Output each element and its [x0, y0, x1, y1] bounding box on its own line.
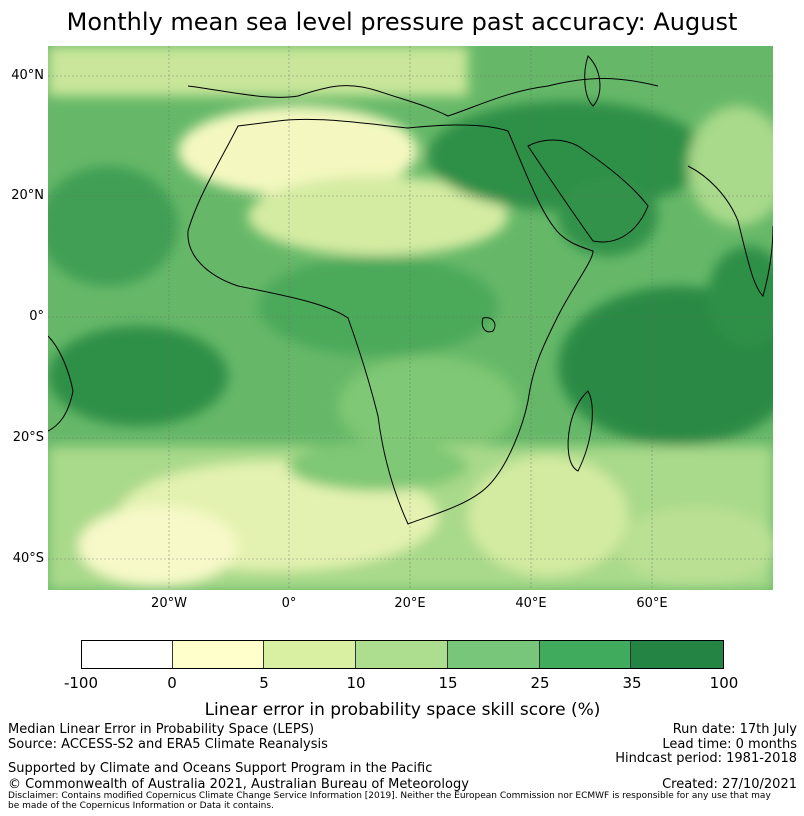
colorbar-tick: 0 — [167, 674, 177, 692]
colorbar-segment-4 — [356, 641, 448, 668]
colorbar-tick: 35 — [622, 674, 642, 692]
colorbar-segment-7 — [631, 641, 724, 668]
run-date-text: Run date: 17th July — [672, 722, 797, 737]
lon-label-40e: 40°E — [515, 596, 547, 611]
lon-label-20w: 20°W — [151, 596, 187, 611]
lat-label-0: 0° — [29, 309, 44, 324]
colorbar-tick: 15 — [438, 674, 458, 692]
colorbar-segment-5 — [447, 641, 540, 668]
colorbar-tick: -100 — [63, 674, 99, 692]
lat-label-40s: 40°S — [12, 551, 44, 566]
hindcast-text: Hindcast period: 1981-2018 — [615, 751, 797, 766]
graticule — [48, 46, 773, 590]
support-text: Supported by Climate and Oceans Support … — [8, 761, 433, 776]
colorbar-tick: 5 — [259, 674, 269, 692]
colorbar-segment-1 — [82, 641, 173, 668]
source-text: Source: ACCESS-S2 and ERA5 Climate Reana… — [8, 737, 328, 752]
disclaimer-line-2: be made of the Copernicus Information or… — [8, 801, 274, 811]
coastlines — [48, 55, 773, 525]
lead-time-text: Lead time: 0 months — [662, 737, 797, 752]
skill-map-svg — [48, 46, 773, 590]
colorbar — [81, 640, 724, 669]
created-text: Created: 27/10/2021 — [662, 777, 797, 792]
lat-label-40n: 40°N — [11, 68, 44, 83]
colorbar-segment-6 — [539, 641, 632, 668]
lon-label-20e: 20°E — [394, 596, 426, 611]
disclaimer-line-1: Disclaimer: Contains modified Copernicus… — [8, 791, 771, 801]
lon-label-0: 0° — [281, 596, 297, 611]
lon-label-60e: 60°E — [636, 596, 668, 611]
method-text: Median Linear Error in Probability Space… — [8, 722, 315, 737]
colorbar-segment-3 — [264, 641, 357, 668]
colorbar-segment-2 — [172, 641, 265, 668]
colorbar-tick: 10 — [346, 674, 366, 692]
colorbar-label: Linear error in probability space skill … — [204, 700, 601, 720]
map-title: Monthly mean sea level pressure past acc… — [66, 8, 738, 36]
colorbar-tick: 25 — [530, 674, 550, 692]
lat-label-20n: 20°N — [11, 188, 44, 203]
colorbar-tick: 100 — [709, 674, 739, 692]
lat-label-20s: 20°S — [12, 430, 44, 445]
copyright-text: © Commonwealth of Australia 2021, Austra… — [8, 777, 469, 792]
skill-map — [48, 46, 773, 590]
